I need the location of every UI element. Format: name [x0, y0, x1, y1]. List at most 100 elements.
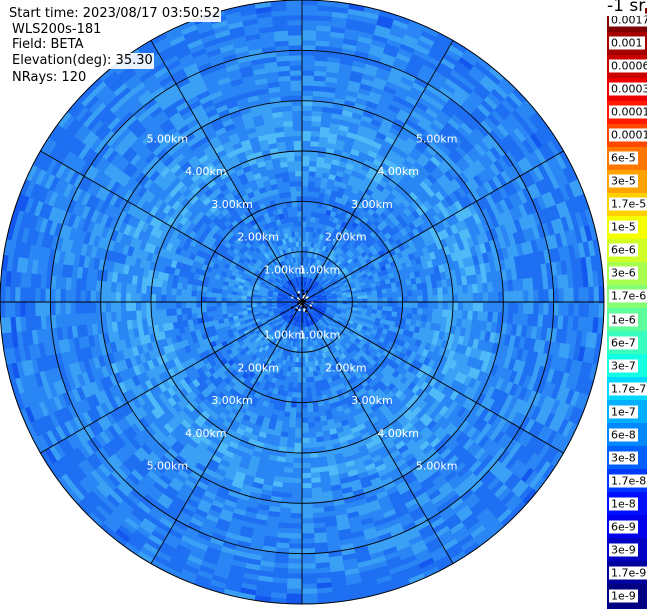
heatmap-cell — [488, 302, 494, 313]
heatmap-cell — [294, 438, 302, 444]
heatmap-cell — [301, 443, 309, 449]
heatmap-cell — [362, 295, 368, 299]
heatmap-cell — [302, 115, 313, 121]
heatmap-cell — [483, 292, 489, 303]
heatmap-cell — [295, 161, 303, 167]
heatmap-cell — [241, 305, 247, 309]
heatmap-cell — [171, 302, 177, 309]
heatmap-cell — [120, 292, 126, 302]
heatmap-cell — [367, 302, 373, 306]
heatmap-cell — [298, 367, 302, 373]
heatmap-cell — [135, 301, 141, 310]
heatmap-cell — [428, 302, 434, 309]
heatmap-cell — [304, 352, 308, 358]
heatmap-cell — [302, 145, 311, 151]
heatmap-cell — [105, 301, 111, 312]
heatmap-cell — [357, 296, 363, 300]
heatmap-cell — [305, 357, 309, 363]
heatmap-cell — [301, 503, 313, 509]
heatmap-cell — [428, 295, 434, 302]
heatmap-cell — [302, 423, 309, 429]
heatmap-cell — [301, 453, 310, 459]
heatmap-cell — [297, 387, 302, 393]
heatmap-cell — [231, 305, 237, 309]
heatmap-cell — [226, 305, 232, 310]
heatmap-cell — [468, 302, 474, 312]
heatmap-cell — [299, 357, 302, 363]
heatmap-cell — [372, 294, 378, 299]
heatmap-cell — [301, 458, 310, 464]
heatmap-cell — [423, 295, 429, 302]
heatmap-cell — [291, 95, 303, 101]
heatmap-cell — [291, 493, 302, 499]
heatmap-cell — [301, 493, 312, 499]
heatmap-cell — [292, 468, 302, 474]
heatmap-cell — [115, 301, 121, 312]
heatmap-cell — [483, 302, 489, 313]
heatmap-cell — [293, 453, 302, 459]
heatmap-cell — [302, 186, 309, 192]
heatmap-cell — [403, 302, 409, 308]
heatmap-cell — [140, 293, 146, 302]
heatmap-cell — [211, 297, 217, 302]
heatmap-cell — [181, 295, 187, 302]
heatmap-cell — [293, 125, 303, 131]
heatmap-cell — [295, 166, 303, 172]
heatmap-cell — [295, 236, 299, 242]
heatmap-cell — [125, 292, 131, 302]
heatmap-cell — [292, 110, 303, 116]
heatmap-cell — [181, 302, 187, 309]
heatmap-cell — [413, 302, 419, 309]
heatmap-cell — [302, 231, 306, 237]
heatmap-cell — [155, 294, 161, 302]
heatmap-cell — [241, 299, 247, 302]
heatmap-cell — [305, 372, 310, 378]
heatmap-cell — [293, 463, 302, 469]
heatmap-cell — [206, 297, 212, 302]
heatmap-cell — [302, 161, 310, 167]
heatmap-cell — [352, 296, 358, 300]
heatmap-cell — [423, 302, 429, 309]
heatmap-cell — [221, 297, 227, 302]
heatmap-cell — [393, 302, 399, 307]
heatmap-cell — [294, 433, 302, 439]
heatmap-cell — [403, 296, 409, 302]
heatmap-cell — [295, 413, 302, 419]
heatmap-cell — [294, 443, 302, 449]
heatmap-cell — [290, 508, 302, 514]
heatmap-cell — [296, 186, 303, 192]
heatmap-cell — [302, 211, 307, 217]
heatmap-cell — [367, 295, 373, 299]
heatmap-cell — [166, 294, 172, 302]
heatmap-cell — [438, 295, 444, 303]
heatmap-cell — [236, 298, 242, 302]
heatmap-cell — [301, 468, 311, 474]
heatmap-cell — [508, 302, 514, 314]
heatmap-cell — [301, 478, 311, 484]
heatmap-cell — [130, 301, 136, 311]
heatmap-cell — [125, 301, 131, 311]
heatmap-cell — [105, 291, 111, 302]
heatmap-cell — [236, 305, 242, 309]
heatmap-cell — [292, 115, 303, 121]
heatmap-cell — [161, 294, 167, 302]
heatmap-cell — [297, 382, 302, 388]
heatmap-cell — [302, 125, 312, 131]
heatmap-cell — [155, 301, 161, 309]
heatmap-cell — [387, 302, 393, 307]
heatmap-cell — [95, 301, 101, 313]
heatmap-cell — [302, 140, 311, 146]
heatmap-cell — [295, 423, 302, 429]
heatmap-cell — [473, 293, 479, 303]
heatmap-cell — [478, 302, 484, 312]
heatmap-cell — [302, 135, 311, 141]
heatmap-cell — [140, 301, 146, 310]
heatmap-cell — [292, 105, 303, 111]
heatmap-cell — [176, 295, 182, 302]
heatmap-cell — [293, 458, 302, 464]
heatmap-cell — [292, 483, 303, 489]
heatmap-cell — [301, 438, 309, 444]
heatmap-cell — [302, 171, 309, 177]
heatmap-cell — [295, 171, 302, 177]
